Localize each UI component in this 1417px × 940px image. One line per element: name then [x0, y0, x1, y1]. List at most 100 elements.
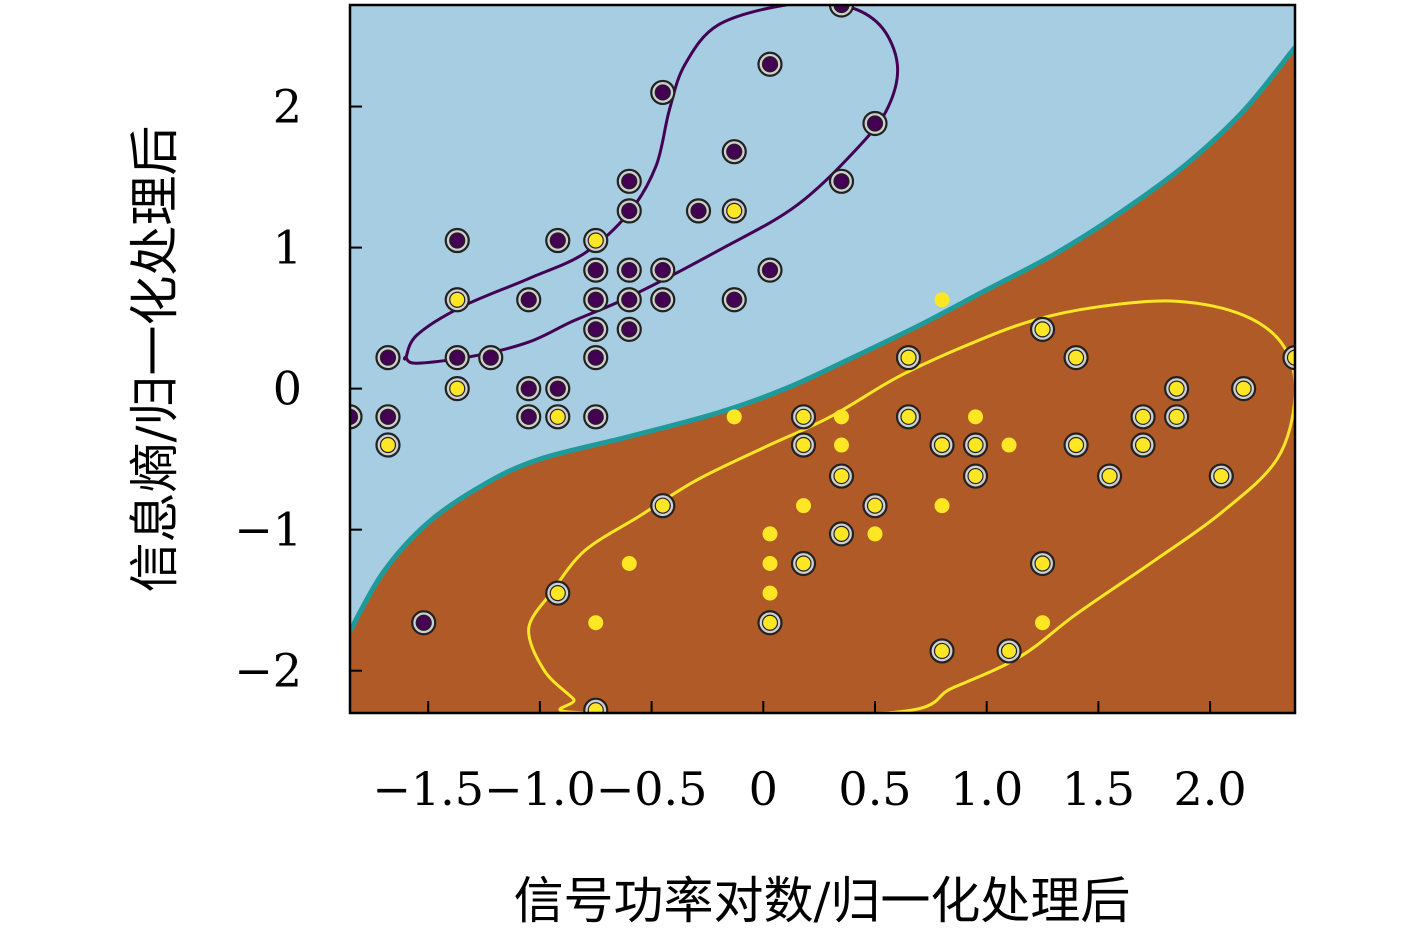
x-tick-label: −1.0 — [484, 762, 596, 816]
plot-frame — [348, 3, 1297, 715]
point-dot — [762, 556, 778, 572]
data-points — [350, 5, 1295, 713]
point-dot — [726, 143, 743, 160]
point-dot — [833, 5, 850, 14]
point-class1 — [833, 409, 849, 425]
support-point-class0 — [862, 110, 888, 137]
support-point-class1 — [929, 432, 955, 458]
point-dot — [587, 262, 604, 279]
support-point-class0 — [828, 168, 855, 194]
point-dot — [866, 497, 884, 514]
point-dot — [762, 526, 778, 542]
point-dot — [1101, 467, 1118, 485]
point-dot — [621, 173, 638, 190]
support-point-class0 — [583, 257, 609, 283]
point-dot — [621, 262, 638, 279]
support-point-class0 — [444, 344, 470, 371]
y-tick-label: −2 — [234, 644, 302, 698]
point-class1 — [588, 615, 604, 631]
support-point-class1 — [583, 697, 609, 713]
point-dot — [621, 291, 638, 308]
support-point-class0 — [757, 51, 783, 77]
support-point-class1 — [583, 227, 609, 254]
support-point-class0 — [721, 139, 747, 165]
point-dot — [761, 56, 779, 73]
support-point-class1 — [895, 404, 922, 430]
support-point-class0 — [350, 404, 363, 430]
point-dot — [549, 232, 566, 249]
point-dot — [1168, 380, 1185, 397]
point-dot — [1000, 642, 1018, 660]
support-point-class0 — [650, 79, 676, 106]
point-class1 — [968, 409, 984, 425]
point-dot — [933, 642, 951, 660]
support-point-class1 — [1063, 344, 1089, 371]
point-class1 — [1035, 615, 1051, 631]
point-dot — [761, 614, 779, 631]
point-dot — [761, 262, 779, 279]
plot-area — [350, 5, 1295, 713]
support-point-class0 — [545, 227, 571, 254]
y-axis-label: 信息熵/归一化处理后 — [126, 126, 184, 593]
point-dot — [654, 497, 671, 514]
support-point-class1 — [1208, 463, 1234, 489]
point-class1 — [833, 437, 849, 453]
point-dot — [587, 232, 604, 249]
point-dot — [726, 291, 743, 308]
point-dot — [415, 614, 432, 631]
support-point-class1 — [790, 432, 817, 458]
y-tick-label: −1 — [234, 503, 302, 557]
point-dot — [654, 262, 671, 279]
point-class1 — [796, 498, 812, 514]
support-point-class1 — [1231, 376, 1257, 402]
y-axis: −2 −1 0 1 2 — [234, 80, 362, 698]
point-dot — [900, 408, 917, 425]
point-dot — [1168, 408, 1185, 425]
support-point-class0 — [583, 316, 609, 342]
y-tick-label: 2 — [273, 80, 302, 134]
point-dot — [1035, 615, 1051, 631]
support-point-class0 — [616, 316, 642, 342]
point-dot — [379, 436, 397, 454]
point-dot — [1213, 467, 1230, 485]
point-dot — [795, 436, 812, 454]
support-point-class0 — [516, 287, 542, 313]
support-point-class0 — [516, 404, 542, 430]
point-dot — [1067, 436, 1085, 454]
point-dot — [449, 349, 466, 366]
point-class1 — [762, 556, 778, 572]
support-point-class0 — [516, 376, 542, 402]
point-dot — [900, 349, 917, 366]
support-point-class1 — [375, 432, 401, 458]
point-dot — [933, 436, 951, 454]
support-point-class0 — [828, 5, 855, 18]
point-class1 — [867, 526, 883, 542]
point-dot — [379, 408, 397, 425]
support-point-class1 — [650, 493, 676, 519]
support-point-class0 — [478, 344, 504, 371]
point-dot — [549, 380, 566, 397]
point-dot — [1134, 408, 1152, 425]
support-point-class1 — [862, 493, 888, 519]
point-dot — [1134, 436, 1152, 454]
support-point-class1 — [790, 404, 817, 430]
support-point-class1 — [828, 463, 855, 489]
support-point-class0 — [721, 287, 747, 313]
support-point-class1 — [1163, 404, 1190, 430]
support-point-class0 — [545, 376, 571, 402]
point-dot — [796, 498, 812, 514]
point-dot — [1235, 380, 1252, 397]
support-point-class1 — [545, 580, 571, 606]
support-point-class0 — [757, 257, 783, 283]
point-dot — [621, 202, 638, 220]
point-dot — [934, 292, 950, 308]
support-point-class1 — [1096, 463, 1123, 489]
support-point-class0 — [685, 198, 712, 224]
point-dot — [621, 321, 638, 338]
decision-boundary-line — [350, 45, 1295, 633]
support-point-class1 — [962, 432, 989, 458]
support-point-class0 — [583, 404, 609, 430]
x-tick-label: 0 — [749, 762, 778, 816]
point-dot — [654, 291, 671, 308]
support-point-class1 — [1130, 404, 1156, 430]
